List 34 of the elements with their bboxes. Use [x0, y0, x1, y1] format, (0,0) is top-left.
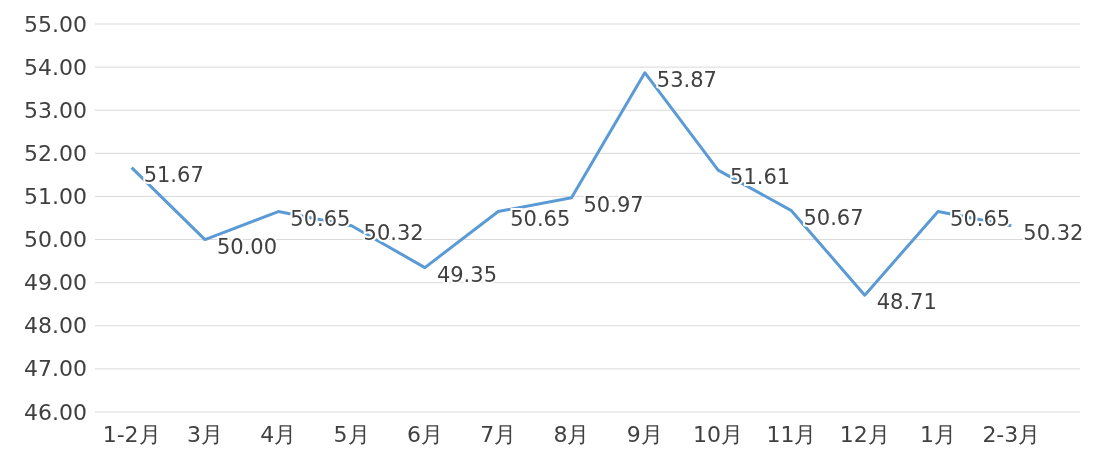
- x-tick-label: 1-2月: [102, 421, 161, 447]
- x-tick-label: 10月: [693, 421, 744, 447]
- data-label: 50.67: [803, 205, 864, 230]
- x-tick-label: 3月: [186, 421, 223, 447]
- x-tick-label: 6月: [406, 421, 443, 447]
- y-tick-label: 50.00: [24, 227, 87, 253]
- y-tick-label: 54.00: [24, 54, 87, 80]
- y-tick-label: 52.00: [24, 140, 87, 166]
- x-tick-label: 9月: [626, 421, 663, 447]
- y-tick-label: 46.00: [24, 399, 87, 425]
- x-tick-label: 5月: [333, 421, 370, 447]
- x-tick-label: 12月: [839, 421, 890, 447]
- data-label: 50.32: [1023, 220, 1084, 245]
- x-tick-label: 7月: [480, 421, 517, 447]
- x-tick-label: 2-3月: [982, 421, 1041, 447]
- data-label: 50.65: [510, 206, 571, 231]
- data-label: 51.61: [730, 165, 791, 190]
- y-tick-label: 49.00: [24, 270, 87, 296]
- data-label: 50.97: [583, 192, 644, 217]
- data-label: 48.71: [876, 290, 937, 315]
- y-tick-label: 48.00: [24, 313, 87, 339]
- data-label: 53.87: [656, 67, 717, 92]
- y-tick-label: 51.00: [24, 183, 87, 209]
- y-tick-label: 53.00: [24, 97, 87, 123]
- x-tick-label: 11月: [766, 421, 817, 447]
- x-tick-label: 1月: [920, 421, 957, 447]
- x-tick-label: 4月: [260, 421, 297, 447]
- data-label: 50.00: [216, 234, 278, 259]
- y-tick-label: 55.00: [24, 11, 87, 37]
- data-label: 51.67: [143, 162, 204, 187]
- data-label: 50.32: [363, 220, 424, 245]
- data-label: 49.35: [436, 262, 498, 287]
- x-tick-label: 8月: [553, 421, 590, 447]
- y-tick-label: 47.00: [24, 356, 87, 382]
